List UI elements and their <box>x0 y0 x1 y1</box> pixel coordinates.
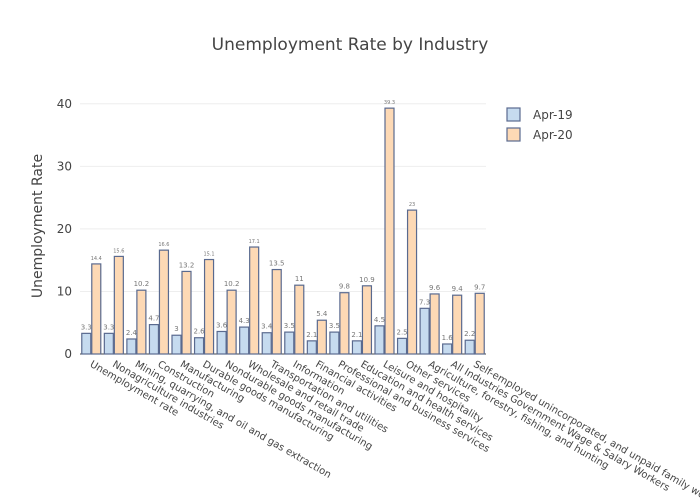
bar[interactable] <box>81 332 92 355</box>
bar-value-label: 3.3 <box>81 323 92 331</box>
bar[interactable] <box>103 332 114 355</box>
bar[interactable] <box>171 334 182 355</box>
bar[interactable] <box>271 268 282 355</box>
bar[interactable] <box>126 338 137 355</box>
grid-lines <box>80 103 486 355</box>
bar-value-label: 9.6 <box>429 284 441 292</box>
bar-value-label: 13.2 <box>179 261 195 269</box>
bar-value-label: 10.9 <box>359 276 375 284</box>
y-tick-label: 10 <box>57 284 72 298</box>
bar-value-label: 23 <box>409 202 415 208</box>
bar-value-label: 17.1 <box>249 239 260 245</box>
bar[interactable] <box>374 325 385 355</box>
bar[interactable] <box>406 209 418 355</box>
bar[interactable] <box>474 292 485 355</box>
bars <box>81 107 485 355</box>
bar-value-label: 5.4 <box>316 310 328 318</box>
bar[interactable] <box>316 319 327 355</box>
bar-value-label: 7.3 <box>419 298 430 306</box>
bar[interactable] <box>216 330 227 355</box>
legend-label[interactable]: Apr-19 <box>533 108 573 122</box>
bar-value-label: 14.4 <box>91 256 102 262</box>
bar-value-label: 10.2 <box>224 280 240 288</box>
bar-value-label: 2.1 <box>306 331 317 339</box>
bar-value-label: 3.4 <box>261 323 273 331</box>
bar-value-label: 11 <box>295 275 304 283</box>
bar-value-label: 3.6 <box>216 321 228 329</box>
bar-value-label: 13.5 <box>269 260 285 268</box>
legend-label[interactable]: Apr-20 <box>533 128 573 142</box>
y-tick-label: 0 <box>64 347 72 361</box>
bar-value-label: 39.3 <box>384 100 395 106</box>
bar[interactable] <box>261 332 272 355</box>
bar[interactable] <box>158 249 170 355</box>
bar[interactable] <box>249 246 260 355</box>
bar[interactable] <box>136 289 147 355</box>
bar[interactable] <box>239 326 250 355</box>
bar[interactable] <box>351 340 363 355</box>
bar-value-label: 3.3 <box>103 323 114 331</box>
bar[interactable] <box>429 293 440 355</box>
data-labels: 3.3 14.4 3.3 15.6 2.4 10.2 4.7 16.6 3 13.2 2.6 15.1… <box>81 100 486 342</box>
bar[interactable] <box>339 292 350 355</box>
y-tick-label: 40 <box>57 97 72 111</box>
bar[interactable] <box>329 331 340 355</box>
x-tick-label: Self-employed unincorporated, and unpaid… <box>471 359 700 500</box>
chart-title: Unemployment Rate by Industry <box>212 35 489 55</box>
bar-value-label: 16.6 <box>158 242 169 248</box>
bar[interactable] <box>148 323 160 355</box>
bar-value-label: 15.6 <box>113 248 124 254</box>
bar-value-label: 2.2 <box>464 330 475 338</box>
bar-value-label: 4.5 <box>374 316 385 324</box>
bar[interactable] <box>419 307 430 355</box>
bar-value-label: 2.1 <box>351 331 362 339</box>
bar[interactable] <box>193 337 205 355</box>
bar[interactable] <box>226 289 237 355</box>
bar-value-label: 1.6 <box>442 334 454 342</box>
bar[interactable] <box>452 294 463 355</box>
bar-value-label: 2.4 <box>126 329 138 337</box>
bar-value-label: 3.5 <box>284 322 295 330</box>
bar-value-label: 9.4 <box>452 285 464 293</box>
bar[interactable] <box>384 107 395 355</box>
bar-value-label: 9.8 <box>339 283 350 291</box>
bar-value-label: 9.7 <box>474 283 485 291</box>
bar-value-label: 2.6 <box>193 328 205 336</box>
y-tick-labels: 0 10 20 30 40 <box>57 97 72 361</box>
bar[interactable] <box>113 255 124 355</box>
legend[interactable]: Apr-19 Apr-20 <box>506 107 573 142</box>
bar[interactable] <box>464 339 475 355</box>
legend-swatch[interactable] <box>506 127 521 142</box>
bar-value-label: 3.5 <box>329 322 340 330</box>
bar-value-label: 4.7 <box>148 315 159 323</box>
bar[interactable] <box>442 343 453 355</box>
bar-value-label: 4.3 <box>239 317 250 325</box>
bar-value-label: 3 <box>174 325 178 333</box>
y-tick-label: 30 <box>57 159 72 173</box>
bar-value-label: 15.1 <box>203 252 214 258</box>
bar-value-label: 2.5 <box>396 328 407 336</box>
bar[interactable] <box>91 263 102 355</box>
y-axis-label: Unemployment Rate <box>30 154 46 298</box>
legend-swatch[interactable] <box>506 107 521 122</box>
bar[interactable] <box>361 285 373 355</box>
bar[interactable] <box>181 270 192 355</box>
bar[interactable] <box>294 284 305 355</box>
bar[interactable] <box>396 337 408 355</box>
y-tick-label: 20 <box>57 222 72 236</box>
bar[interactable] <box>203 258 215 355</box>
bar[interactable] <box>284 331 295 355</box>
bar[interactable] <box>306 340 317 355</box>
bar-value-label: 10.2 <box>134 280 150 288</box>
